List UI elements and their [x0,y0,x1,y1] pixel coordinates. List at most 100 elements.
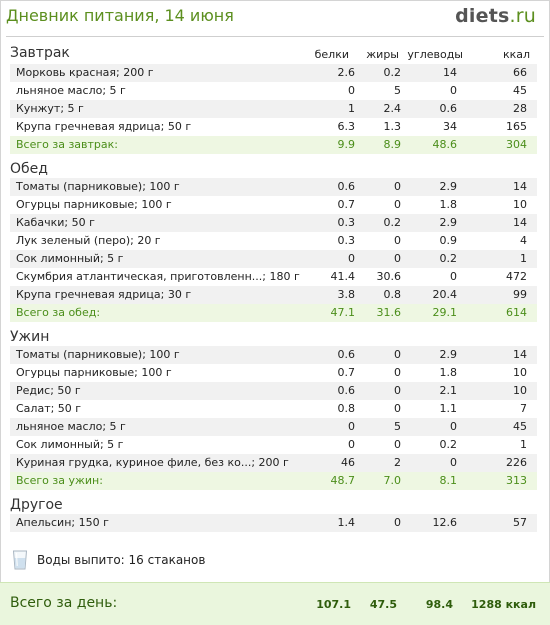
fat-value: 2.4 [383,102,402,115]
page-title: Дневник питания, 14 июня [6,6,234,25]
food-name: Куриная грудка, куриное филе, без ко...;… [16,456,289,469]
carbs-value: 1.1 [439,402,458,415]
table-row: Томаты (парниковые); 100 г 0.6 0 2.9 14 [10,346,537,364]
fat-value: 30.6 [376,270,402,283]
day-protein-total: 107.1 [316,598,351,611]
table-row: Крупа гречневая ядрица; 30 г 3.8 0.8 20.… [10,286,537,304]
table-row: Салат; 50 г 0.8 0 1.1 7 [10,400,537,418]
fat-value: 0 [394,384,401,397]
food-name: Томаты (парниковые); 100 г [16,348,180,361]
fat-value: 1.3 [383,120,402,133]
kcal-value: 7 [520,402,527,415]
carbs-value: 0 [450,84,457,97]
food-name: Огурцы парниковые; 100 г [16,198,172,211]
protein-value: 0 [348,252,355,265]
table-row: Томаты (парниковые); 100 г 0.6 0 2.9 14 [10,178,537,196]
kcal-value: 45 [513,84,527,97]
protein-value: 0.6 [337,348,356,361]
carbs-value: 0 [450,456,457,469]
carbs-value: 34 [443,120,457,133]
food-name: Апельсин; 150 г [16,516,109,529]
carbs-value: 0 [450,420,457,433]
carbs-value: 1.8 [439,198,458,211]
fat-value: 5 [394,420,401,433]
fat-value: 0 [394,252,401,265]
kcal-total: 313 [506,474,527,487]
logo-main: diets [455,5,510,27]
food-name: Томаты (парниковые); 100 г [16,180,180,193]
food-name: Сок лимонный; 5 г [16,252,124,265]
total-label: Всего за обед: [16,306,101,319]
protein-value: 0.3 [337,216,356,229]
kcal-value: 1 [520,252,527,265]
carbs-value: 0.9 [439,234,458,247]
carbs-value: 20.4 [432,288,458,301]
fat-total: 8.9 [383,138,402,151]
fat-value: 0 [394,516,401,529]
protein-value: 0 [348,420,355,433]
fat-value: 0 [394,366,401,379]
food-name: Редис; 50 г [16,384,81,397]
carbs-value: 2.1 [439,384,458,397]
dinner-total-row: Всего за ужин: 48.7 7.0 8.1 313 [10,472,537,490]
table-row: Кабачки; 50 г 0.3 0.2 2.9 14 [10,214,537,232]
protein-value: 6.3 [337,120,356,133]
header: Дневник питания, 14 июня diets.ru [0,0,550,36]
fat-value: 5 [394,84,401,97]
food-name: Лук зеленый (перо); 20 г [16,234,161,247]
protein-total: 9.9 [337,138,356,151]
breakfast-total-row: Всего за завтрак: 9.9 8.9 48.6 304 [10,136,537,154]
carbs-value: 0 [450,270,457,283]
table-row: Редис; 50 г 0.6 0 2.1 10 [10,382,537,400]
fat-value: 0 [394,438,401,451]
protein-value: 0.7 [337,366,356,379]
fat-value: 0.8 [383,288,402,301]
protein-value: 41.4 [330,270,356,283]
food-name: Салат; 50 г [16,402,82,415]
carbs-value: 2.9 [439,180,458,193]
total-label: Всего за ужин: [16,474,103,487]
fat-value: 0.2 [383,66,402,79]
column-kcal: ккал [502,48,530,61]
logo-tld: .ru [509,5,536,27]
carbs-value: 1.8 [439,366,458,379]
carbs-value: 0.2 [439,438,458,451]
protein-value: 0 [348,84,355,97]
kcal-value: 14 [513,348,527,361]
column-fat: жиры [366,48,399,61]
protein-value: 0.6 [337,384,356,397]
carbs-value: 0.2 [439,252,458,265]
table-row: льняное масло; 5 г 0 5 0 45 [10,82,537,100]
fat-total: 31.6 [376,306,402,319]
food-name: Скумбрия атлантическая, приготовленн...;… [16,270,300,283]
kcal-total: 614 [506,306,527,319]
table-row: Огурцы парниковые; 100 г 0.7 0 1.8 10 [10,196,537,214]
kcal-value: 10 [513,198,527,211]
protein-value: 3.8 [337,288,356,301]
food-name: Крупа гречневая ядрица; 50 г [16,120,192,133]
section-title-dinner: Ужин [10,329,50,345]
day-total-label: Всего за день: [10,595,118,611]
protein-total: 47.1 [330,306,356,319]
carbs-value: 0.6 [439,102,458,115]
protein-value: 0.7 [337,198,356,211]
site-logo[interactable]: diets.ru [455,5,536,27]
table-row: Крупа гречневая ядрица; 50 г 6.3 1.3 34 … [10,118,537,136]
protein-value: 0.6 [337,180,356,193]
day-total-bar: Всего за день: 107.1 47.5 98.4 1288 ккал [0,582,550,625]
protein-value: 0.8 [337,402,356,415]
table-row: Морковь красная; 200 г 2.6 0.2 14 66 [10,64,537,82]
section-title-breakfast: Завтрак [10,45,70,61]
water-text: Воды выпито: 16 стаканов [37,553,206,567]
table-row: Сок лимонный; 5 г 0 0 0.2 1 [10,250,537,268]
food-name: Кабачки; 50 г [16,216,95,229]
protein-value: 0 [348,438,355,451]
protein-value: 1 [348,102,355,115]
fat-value: 0 [394,180,401,193]
kcal-total: 304 [506,138,527,151]
table-row: Огурцы парниковые; 100 г 0.7 0 1.8 10 [10,364,537,382]
carbs-value: 12.6 [432,516,458,529]
protein-value: 2.6 [337,66,356,79]
kcal-value: 1 [520,438,527,451]
water-glass-icon [12,550,28,570]
